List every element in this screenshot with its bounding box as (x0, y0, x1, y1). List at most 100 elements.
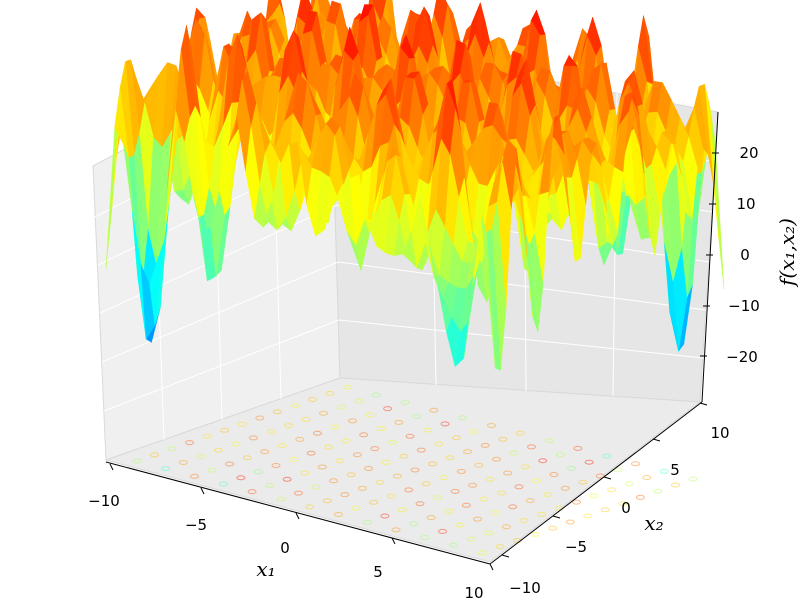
contour-ring (600, 507, 610, 513)
contour-ring (307, 397, 317, 402)
contour-ring (498, 436, 508, 442)
contour-ring (423, 427, 433, 433)
contour-ring (530, 531, 540, 537)
contour-ring (469, 429, 479, 435)
contour-ring (319, 410, 329, 416)
floor-contour-projection (132, 384, 698, 556)
contour-ring (132, 458, 142, 464)
contour-ring (525, 498, 535, 504)
contour-ring (391, 527, 401, 533)
contour-ring (444, 508, 454, 514)
contour-ring (343, 384, 352, 390)
contour-ring (213, 447, 223, 453)
contour-ring (346, 472, 356, 478)
grid-line (101, 261, 339, 363)
y-axis-line (489, 401, 703, 565)
contour-ring (322, 498, 332, 504)
contour-ring (190, 473, 199, 479)
contour-ring (375, 479, 385, 485)
contour-ring (324, 444, 334, 450)
contour-ring (495, 544, 505, 550)
contour-ring (178, 460, 188, 465)
contour-ring (380, 513, 390, 519)
contour-ring (543, 492, 553, 497)
contour-ring (272, 409, 282, 415)
contour-ring (487, 423, 496, 428)
contour-ring (207, 467, 217, 473)
x-tick (391, 537, 396, 545)
contour-ring (248, 435, 258, 441)
contour-ring (466, 536, 476, 542)
contour-ring (381, 459, 391, 465)
contour-ring (503, 470, 513, 476)
contour-ring (420, 535, 430, 540)
contour-ring (260, 449, 270, 455)
contour-ring (410, 467, 420, 473)
contour-ring (397, 507, 407, 513)
contour-ring (311, 484, 321, 490)
contour-ring (352, 452, 362, 458)
contour-ring (439, 475, 449, 481)
contour-ring (329, 478, 339, 484)
contour-ring (335, 458, 345, 464)
contour-ring (293, 490, 303, 496)
contour-ring (351, 505, 361, 511)
contour-ring (429, 407, 439, 413)
contour-ring (409, 521, 419, 527)
contour-ring (341, 438, 351, 444)
contour-ring (618, 501, 628, 507)
contour-ring (445, 455, 455, 461)
contour-ring (284, 423, 293, 429)
y-tick-label: 0 (621, 499, 631, 517)
contour-ring (348, 418, 357, 424)
contour-ring (480, 442, 490, 448)
contour-ring (474, 462, 484, 468)
contour-ring (196, 453, 206, 459)
surface-patch (481, 216, 496, 369)
grid-line (337, 261, 707, 311)
contour-ring (295, 436, 305, 442)
x-tick (295, 512, 300, 520)
contour-ring (301, 416, 311, 422)
z-tick-label: 0 (740, 246, 750, 264)
contour-ring (451, 435, 461, 441)
contour-ring (501, 524, 511, 530)
contour-ring (458, 415, 468, 421)
contour-ring (607, 487, 617, 493)
contour-ring (520, 464, 530, 470)
contour-ring (386, 493, 396, 499)
contour-ring (426, 515, 436, 521)
contour-ring (688, 476, 698, 482)
contour-ring (565, 519, 575, 525)
contour-ring (237, 421, 247, 427)
contour-ring (253, 469, 263, 475)
contour-ring (290, 403, 300, 409)
contour-ring (383, 406, 393, 412)
contour-ring (578, 479, 588, 485)
contour-ring (277, 443, 287, 448)
contour-ring (202, 433, 212, 439)
contour-ring (538, 458, 548, 464)
contour-ring (306, 450, 316, 456)
contour-ring (362, 519, 372, 525)
contour-ring (411, 413, 421, 419)
contour-ring (394, 419, 404, 425)
contour-ring (508, 504, 518, 510)
contour-ring (271, 463, 281, 468)
floor-pane (104, 377, 702, 563)
contour-ring (455, 522, 465, 528)
contour-ring (573, 445, 583, 451)
x-tick-label: 0 (280, 539, 290, 557)
contour-ring (247, 489, 257, 495)
contour-ring (602, 453, 612, 459)
contour-ring (532, 478, 541, 484)
contour-ring (433, 495, 442, 501)
contour-ring (478, 550, 487, 556)
contour-ring (276, 496, 286, 502)
contour-ring (515, 430, 525, 436)
contour-ring (312, 430, 322, 436)
grid-line (103, 319, 340, 412)
y-tick (603, 476, 612, 480)
y-tick-label: 10 (710, 424, 729, 442)
